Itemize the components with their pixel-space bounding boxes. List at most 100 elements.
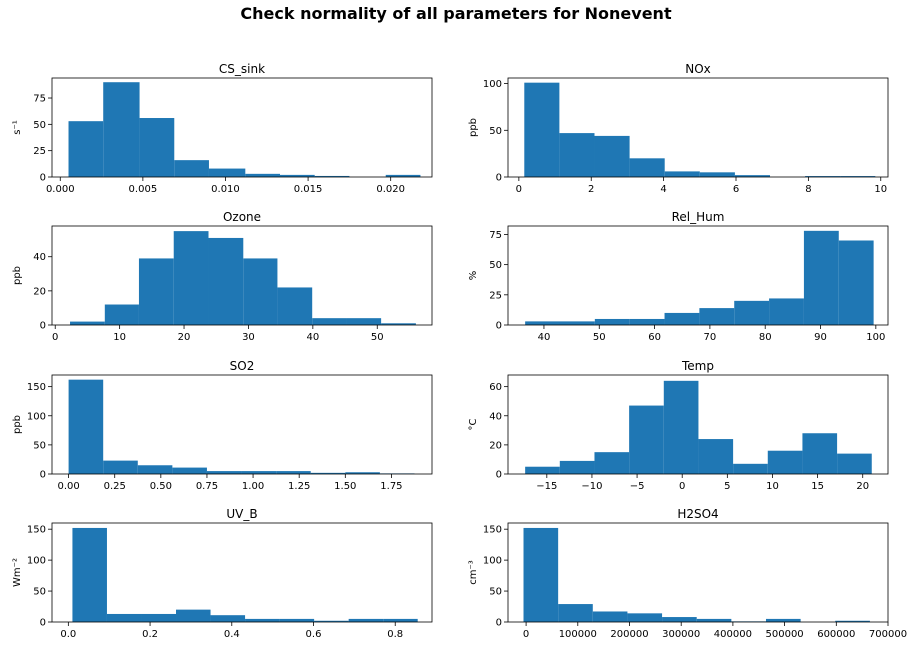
histogram-bar <box>68 379 104 474</box>
histogram-bar <box>137 465 173 474</box>
x-tick-label: 80 <box>759 332 772 343</box>
y-tick-label: 100 <box>483 556 502 567</box>
x-tick-label: 500000 <box>766 629 804 640</box>
x-tick-label: 10 <box>113 332 126 343</box>
x-tick-label: 90 <box>814 332 827 343</box>
histogram-bar <box>241 471 277 474</box>
subplot-ozone: Ozone 0 10 20 30 40 50 0 20 40 ppb <box>12 210 433 343</box>
x-tick-label: 6 <box>733 184 739 195</box>
x-tick-label: 1.50 <box>334 481 356 492</box>
histogram-bar <box>559 133 595 177</box>
histogram-bar <box>138 258 174 325</box>
x-tick-label: 1.75 <box>380 481 402 492</box>
y-tick-label: 150 <box>27 525 46 536</box>
x-tick-label: 60 <box>648 332 661 343</box>
y-tick-label: 50 <box>33 120 46 131</box>
x-tick-label: 100 <box>866 332 885 343</box>
histogram-bar <box>594 318 630 325</box>
histogram-bar <box>629 158 665 177</box>
histogram-bar <box>592 611 628 622</box>
histogram-bar <box>279 618 315 622</box>
x-tick-label: 1.00 <box>242 481 264 492</box>
subplot-title: Ozone <box>223 210 261 224</box>
histogram-bar <box>245 173 280 177</box>
histogram-bar <box>627 613 663 622</box>
y-tick-label: 100 <box>27 411 46 422</box>
x-tick-label: 10 <box>766 481 779 492</box>
y-axis-label: cm⁻³ <box>468 560 479 585</box>
histogram-bar <box>276 471 311 474</box>
histogram-bar <box>277 287 313 325</box>
histogram-bar <box>310 472 346 474</box>
x-tick-label: 300000 <box>662 629 700 640</box>
y-axis-label: ppb <box>12 415 23 434</box>
histogram-bar <box>280 174 315 177</box>
axes-frame <box>507 225 889 326</box>
axes-frame <box>51 225 433 326</box>
y-tick-label: 0 <box>496 173 502 184</box>
x-tick-label: 0.015 <box>294 184 323 195</box>
y-tick-label: 0 <box>496 470 502 481</box>
histogram-bar <box>103 460 138 474</box>
x-tick-label: 0.75 <box>196 481 218 492</box>
x-tick-label: 400000 <box>714 629 752 640</box>
x-tick-label: 8 <box>805 184 811 195</box>
histogram-bar <box>765 618 801 622</box>
y-tick-label: 150 <box>27 382 46 393</box>
figure-suptitle: Check normality of all parameters for No… <box>240 4 672 23</box>
y-tick-label: 0 <box>496 321 502 332</box>
histogram-bar <box>70 321 105 325</box>
histogram-bar <box>345 472 380 474</box>
histogram-bar <box>802 433 838 474</box>
histogram-bar <box>835 620 870 622</box>
x-tick-label: 50 <box>371 332 384 343</box>
axes-frame <box>507 77 889 178</box>
y-tick-label: 25 <box>33 146 46 157</box>
histogram-bar <box>699 172 735 177</box>
histogram-bar <box>805 176 841 177</box>
histogram-bar <box>346 318 382 325</box>
x-tick-label: 0.010 <box>211 184 240 195</box>
histogram-bar <box>72 527 107 622</box>
histogram-bar <box>769 298 804 325</box>
histogram-bar <box>210 615 246 622</box>
histogram-bar <box>314 620 349 622</box>
subplot-so2: SO2 0.00 0.25 0.50 0.75 1.00 1.25 1.50 1.75 0 50 10… <box>12 359 433 492</box>
histogram-bar <box>594 452 630 474</box>
x-tick-label: 15 <box>811 481 824 492</box>
histogram-bar <box>139 118 175 177</box>
subplot-uv-b: UV_B 0.0 0.2 0.4 0.6 0.8 0 50 100 150 Wm⁻² <box>12 507 433 640</box>
axes-frame <box>507 374 889 475</box>
x-tick-label: 0 <box>679 481 685 492</box>
histogram-bar <box>348 618 384 622</box>
x-tick-label: 0.6 <box>306 629 322 640</box>
x-tick-label: 0.00 <box>57 481 79 492</box>
histogram-bar <box>104 304 139 325</box>
y-tick-label: 25 <box>489 290 502 301</box>
histogram-bar <box>314 175 350 177</box>
subplot-cs-sink: CS_sink 0.000 0.005 0.010 0.015 0.020 0 25 50 75 s… <box>12 62 433 195</box>
y-axis-label: ppb <box>468 118 479 137</box>
y-tick-label: 50 <box>489 260 502 271</box>
histogram-bar <box>208 237 244 325</box>
axes-frame <box>51 374 433 475</box>
histogram-bar <box>664 312 700 325</box>
histogram-bar <box>838 240 874 325</box>
histogram-bar <box>206 471 242 474</box>
x-tick-label: 0.000 <box>46 184 75 195</box>
x-tick-label: 50 <box>593 332 606 343</box>
y-axis-label: ppb <box>12 266 23 285</box>
y-axis-label: s⁻¹ <box>12 120 23 135</box>
histogram-bar <box>176 609 211 623</box>
y-tick-label: 0 <box>40 321 46 332</box>
histogram-bar <box>837 453 872 474</box>
y-tick-label: 20 <box>489 440 502 451</box>
histogram-bar <box>594 135 630 177</box>
histogram-bar <box>141 613 177 622</box>
y-axis-label: Wm⁻² <box>12 558 23 587</box>
x-tick-label: −10 <box>581 481 602 492</box>
histogram-bar <box>245 618 280 622</box>
x-tick-label: 30 <box>242 332 255 343</box>
